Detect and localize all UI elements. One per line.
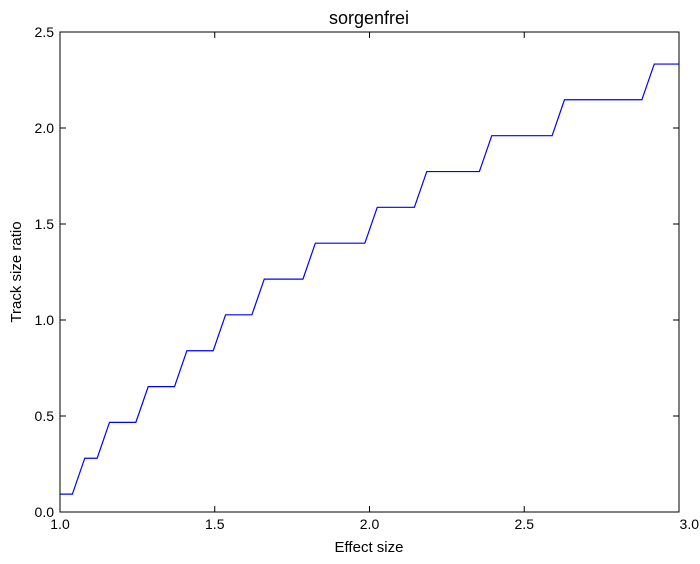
- x-tick-label: 3.0: [680, 516, 700, 532]
- y-tick-label: 2.0: [35, 120, 55, 136]
- y-tick-label: 0.5: [35, 408, 55, 424]
- y-tick-label: 2.5: [35, 24, 55, 40]
- x-tick-label: 1.5: [205, 516, 225, 532]
- x-tick-label: 2.0: [360, 516, 380, 532]
- y-tick-label: 1.0: [35, 312, 55, 328]
- plot-frame: [59, 31, 680, 513]
- x-tick-label: 1.0: [50, 516, 70, 532]
- y-tick-label: 1.5: [35, 216, 55, 232]
- x-tick-label: 2.5: [515, 516, 535, 532]
- chart-title: sorgenfrei: [329, 8, 409, 28]
- plot-area: 1.0 1.5 2.0 2.5 3.0 0.0 0.5 1.0 1.5 2.0 2.5: [35, 24, 700, 532]
- series-line-0: [60, 63, 679, 495]
- x-axis-label: Effect size: [335, 539, 404, 556]
- y-tick-label: 0.0: [35, 504, 55, 520]
- y-axis-label: Track size ratio: [8, 221, 25, 322]
